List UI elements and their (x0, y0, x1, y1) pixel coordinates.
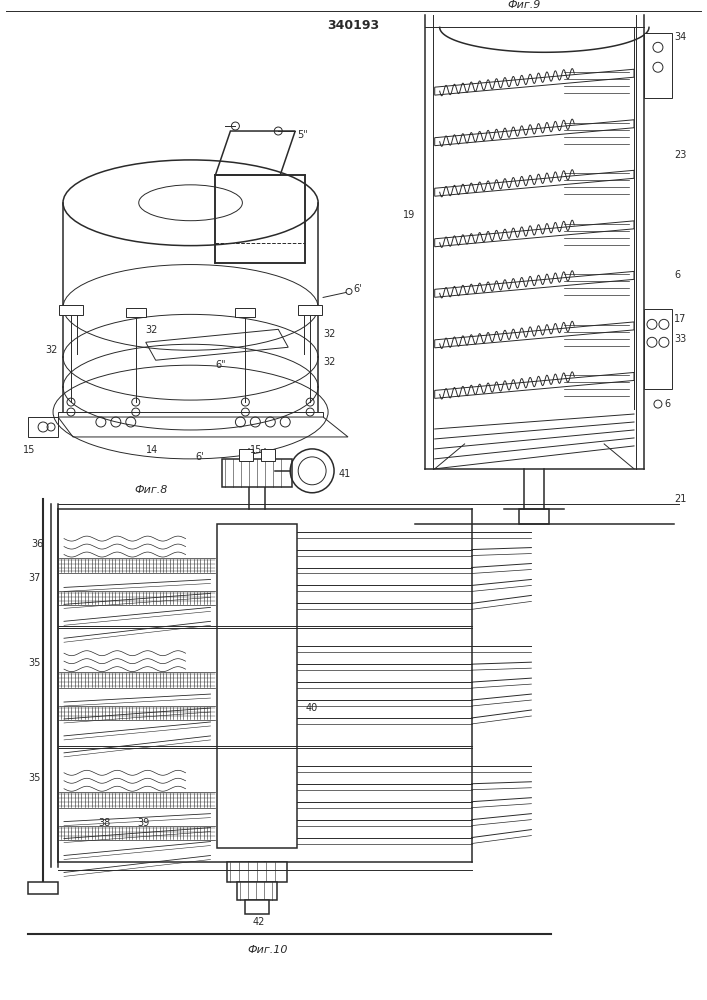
Bar (240, 449, 253, 461)
Text: 32: 32 (323, 357, 336, 367)
Text: 37: 37 (28, 573, 40, 583)
Text: 38: 38 (98, 818, 110, 828)
Polygon shape (435, 271, 634, 297)
Text: Фиг.9: Фиг.9 (508, 0, 541, 10)
Text: 6': 6' (196, 452, 204, 462)
Polygon shape (435, 170, 634, 196)
Polygon shape (435, 221, 634, 247)
Text: 5": 5" (297, 130, 308, 140)
Bar (28, 882, 58, 894)
Bar (245, 900, 269, 914)
Polygon shape (435, 120, 634, 146)
Text: 6: 6 (674, 270, 680, 280)
Text: Фиг.8: Фиг.8 (134, 485, 168, 495)
Text: 21: 21 (674, 494, 686, 504)
Bar (520, 509, 549, 524)
Text: 39: 39 (138, 818, 150, 828)
Text: 41: 41 (339, 469, 351, 479)
Text: 40: 40 (305, 703, 317, 713)
Text: 32: 32 (45, 345, 57, 355)
Bar (644, 309, 672, 389)
Bar (262, 449, 275, 461)
Bar (238, 882, 277, 900)
Text: 17: 17 (674, 314, 686, 324)
Polygon shape (146, 329, 288, 360)
Text: 15: 15 (250, 445, 263, 455)
Polygon shape (58, 417, 348, 437)
Bar (223, 459, 292, 487)
Text: 340193: 340193 (327, 19, 379, 32)
Text: 14: 14 (146, 445, 158, 455)
Text: 35: 35 (28, 773, 40, 783)
Bar (298, 305, 322, 315)
Text: 32: 32 (323, 329, 336, 339)
Text: 23: 23 (674, 150, 686, 160)
Text: 6': 6' (353, 284, 361, 294)
Text: 6": 6" (216, 360, 226, 370)
Text: 33: 33 (674, 334, 686, 344)
Polygon shape (435, 69, 634, 95)
Bar (644, 33, 672, 98)
Polygon shape (216, 131, 296, 175)
Text: 6: 6 (664, 399, 670, 409)
Bar (59, 305, 83, 315)
Text: 34: 34 (674, 32, 686, 42)
Text: 36: 36 (31, 539, 43, 549)
Polygon shape (435, 372, 634, 398)
Text: 42: 42 (252, 917, 264, 927)
Polygon shape (28, 417, 58, 437)
Polygon shape (435, 322, 634, 348)
Text: 15: 15 (23, 445, 35, 455)
Bar (228, 862, 287, 882)
Bar (235, 308, 255, 317)
Polygon shape (58, 412, 323, 417)
Bar (126, 308, 146, 317)
Text: 19: 19 (403, 210, 415, 220)
Text: 32: 32 (146, 325, 158, 335)
Bar (218, 524, 297, 848)
Text: Фиг.10: Фиг.10 (247, 945, 288, 955)
Text: 35: 35 (28, 658, 40, 668)
Polygon shape (216, 175, 305, 263)
